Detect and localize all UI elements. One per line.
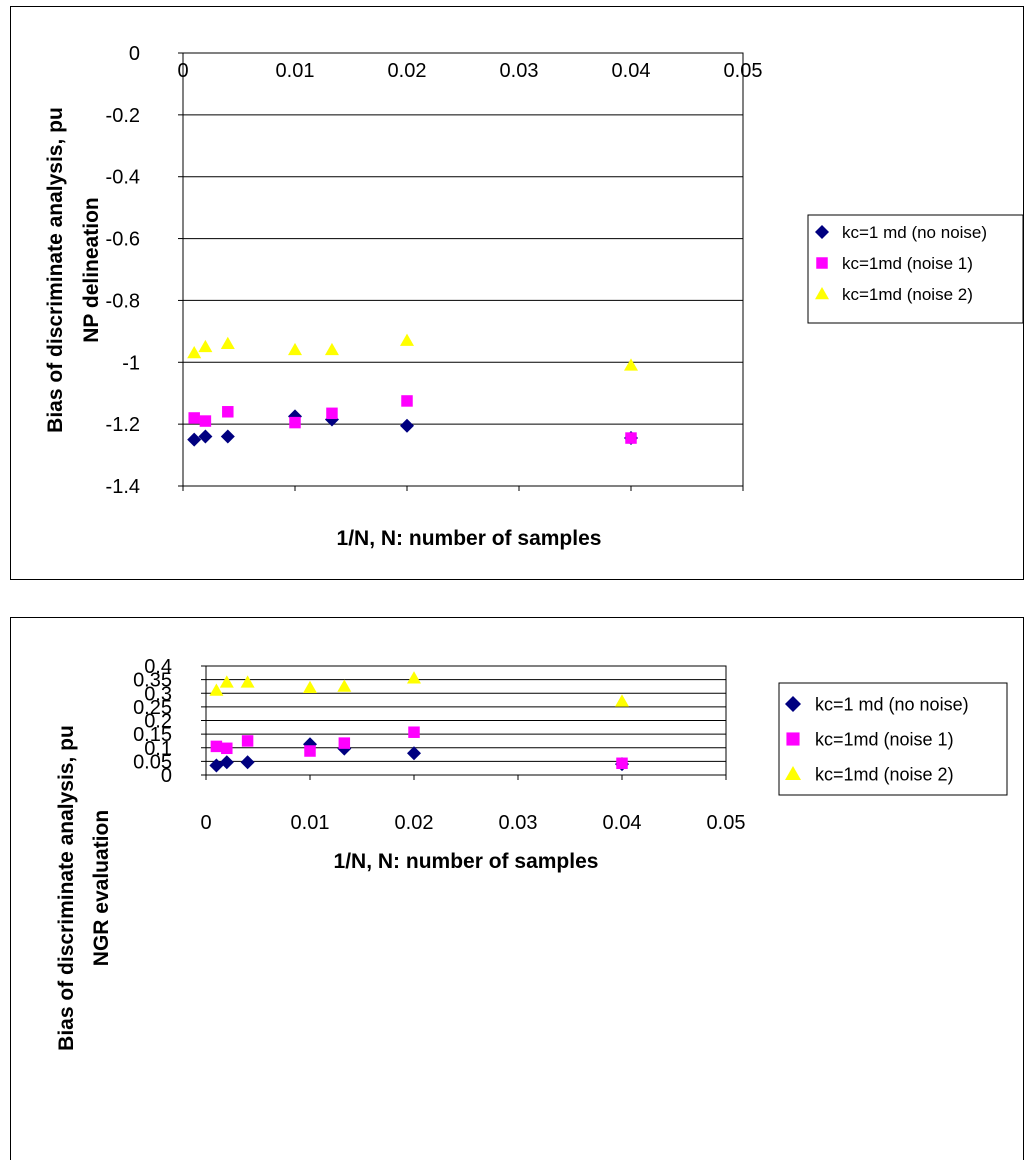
legend-box <box>807 214 1024 324</box>
point-triangle <box>303 680 317 694</box>
point-diamond <box>400 418 414 433</box>
point-triangle <box>187 346 202 359</box>
x-tick-label: 0 <box>177 60 188 82</box>
x-tick-label: 0.02 <box>388 60 427 82</box>
x-tick-label: 0.04 <box>603 812 642 834</box>
y-axis-title: Bias of discriminate analysis, pu <box>44 107 67 433</box>
x-tick-label: 0.02 <box>395 812 434 834</box>
point-triangle <box>219 675 234 688</box>
y-axis-title: NP delineation <box>80 197 103 342</box>
point-square <box>616 757 628 770</box>
point-square <box>210 740 223 753</box>
y-tick-label: -1.2 <box>106 414 140 436</box>
legend-label: kc=1 md (no noise) <box>815 694 969 714</box>
x-tick-label: 0 <box>200 812 211 834</box>
point-triangle <box>198 339 213 353</box>
point-triangle <box>288 342 302 356</box>
plot-area <box>182 52 744 487</box>
y-tick-label: 0 <box>161 765 172 787</box>
point-square <box>401 395 413 407</box>
y-tick-label: -0.6 <box>106 229 140 251</box>
point-triangle <box>209 683 224 696</box>
legend-label: kc=1md (noise 1) <box>842 254 973 273</box>
point-triangle <box>220 336 235 349</box>
point-square <box>408 726 420 738</box>
point-square <box>289 416 301 429</box>
legend-marker-diamond <box>815 225 829 239</box>
point-triangle <box>324 342 339 356</box>
y-tick-label: 0.4 <box>144 656 172 678</box>
y-tick-label: 0.05 <box>133 751 172 773</box>
point-diamond <box>209 758 224 773</box>
point-square <box>188 412 200 424</box>
x-tick-label: 0.04 <box>612 60 651 82</box>
point-square <box>222 406 234 418</box>
legend-marker-diamond <box>785 696 801 712</box>
y-tick-label: -0.8 <box>106 290 140 312</box>
point-diamond <box>198 429 213 444</box>
point-square <box>625 432 637 444</box>
y-tick-label: -0.4 <box>106 167 140 189</box>
legend-marker-triangle <box>785 766 801 780</box>
legend-label: kc=1 md (no noise) <box>842 223 987 242</box>
point-square <box>221 742 233 755</box>
legend-marker-square <box>816 257 828 269</box>
x-axis-title: 1/N, N: number of samples <box>337 527 602 550</box>
y-tick-label: -0.2 <box>106 105 140 127</box>
point-square <box>338 737 351 749</box>
legend-label: kc=1md (noise 1) <box>815 729 954 749</box>
point-diamond <box>187 432 202 447</box>
x-tick-label: 0.03 <box>500 60 539 82</box>
y-tick-label: 0.2 <box>144 711 172 733</box>
y-tick-label: 0.35 <box>133 670 172 692</box>
point-triangle <box>615 694 629 707</box>
x-tick-label: 0.01 <box>276 60 315 82</box>
point-diamond <box>407 746 421 761</box>
legend-label: kc=1md (noise 2) <box>842 285 973 304</box>
point-triangle <box>240 675 255 688</box>
point-triangle <box>407 671 421 684</box>
y-tick-label: 0.3 <box>144 683 172 705</box>
point-triangle <box>400 333 414 346</box>
point-square <box>241 735 254 747</box>
y-tick-label: 0.25 <box>133 697 172 719</box>
y-tick-label: 0 <box>129 43 140 65</box>
x-tick-label: 0.05 <box>707 812 746 834</box>
y-axis-title: Bias of discriminate analysis, pu <box>55 725 78 1051</box>
point-square <box>326 407 338 420</box>
chart-1-group: 0 -0.2 -0.4 -0.6 -0.8 -1 -1.2 -1.4 0 0.01 0.02 0.03… <box>44 43 1024 550</box>
x-tick-label: 0.01 <box>291 812 330 834</box>
y-tick-label: -1 <box>122 352 140 374</box>
legend-marker-square <box>786 732 800 746</box>
y-axis-title: NGR evaluation <box>90 810 113 966</box>
x-tick-label: 0.03 <box>499 812 538 834</box>
legend-marker-triangle <box>815 287 829 300</box>
point-diamond <box>220 429 235 444</box>
x-axis-title: 1/N, N: number of samples <box>334 850 599 873</box>
point-diamond <box>240 755 255 770</box>
legend-label: kc=1md (noise 2) <box>815 764 954 784</box>
point-triangle <box>624 358 638 371</box>
point-diamond <box>219 755 234 770</box>
y-tick-label: -1.4 <box>106 476 140 498</box>
y-tick-label: 0.15 <box>133 724 172 746</box>
point-square <box>199 415 212 427</box>
legend-box <box>778 682 1008 796</box>
x-tick-label: 0.05 <box>724 60 763 82</box>
y-tick-label: 0.1 <box>144 738 172 760</box>
point-triangle <box>337 679 352 692</box>
point-square <box>304 745 316 757</box>
